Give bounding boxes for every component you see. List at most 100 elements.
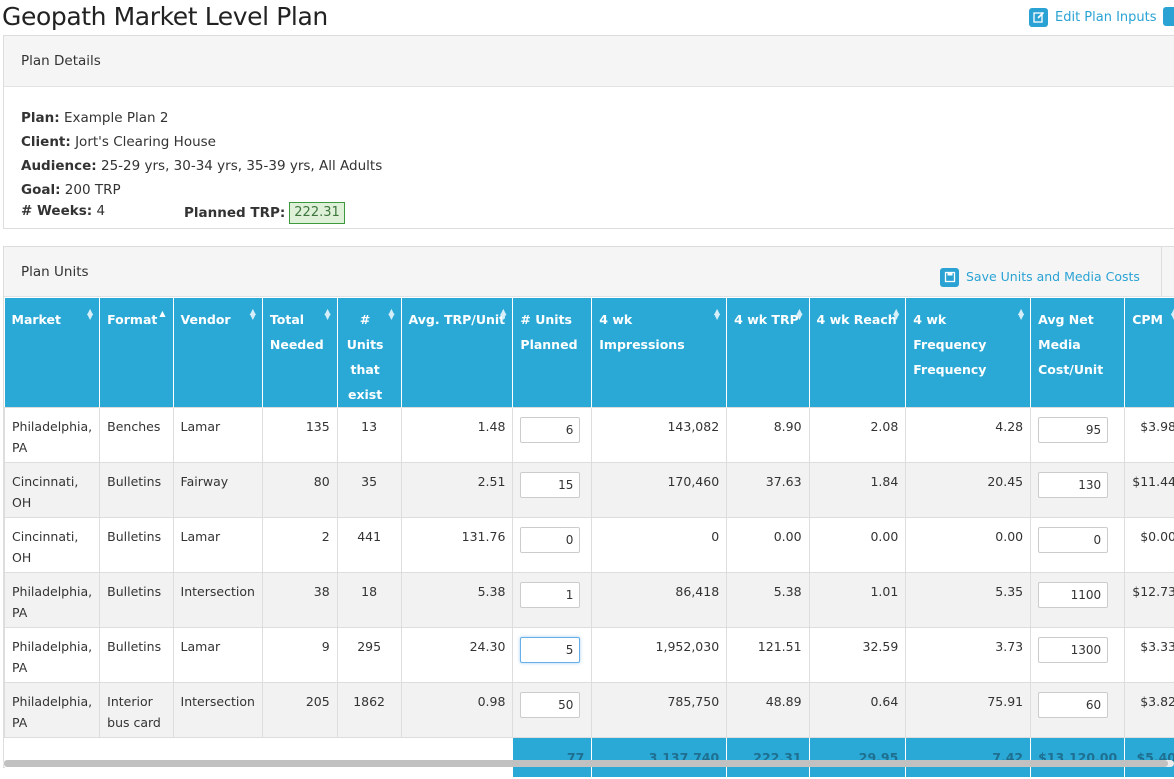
cell-units-planned	[512, 627, 593, 683]
cell-avg-trp: 131.76	[400, 517, 514, 573]
column-header-label: Total Needed	[269, 312, 324, 352]
media-cost-input[interactable]	[1038, 692, 1109, 718]
cell-frequency: 0.00	[905, 517, 1032, 573]
column-header[interactable]: 4 wk Frequency Frequency ▲ ▼	[905, 298, 1032, 408]
sort-icon[interactable]: ▲ ▼	[86, 307, 94, 321]
cell-reach: 1.01	[808, 572, 907, 628]
column-header[interactable]: 4 wk Reach ▲ ▼	[809, 298, 907, 408]
column-header-label: Vendor	[180, 312, 231, 327]
audience-line: Audience: 25-29 yrs, 30-34 yrs, 35-39 yr…	[21, 158, 383, 174]
column-header[interactable]: Vendor ▲ ▼	[173, 298, 263, 408]
cell-vendor: Lamar	[172, 627, 263, 683]
column-header-label: 4 wk TRP	[734, 312, 799, 327]
cell-market: Cincinnati, OH	[3, 462, 101, 518]
cell-units-exist: 441	[336, 517, 402, 573]
cell-impressions: 0	[591, 517, 728, 573]
client-value: Jort's Clearing House	[75, 134, 216, 150]
cell-reach: 0.00	[808, 517, 907, 573]
cell-total-needed: 9	[261, 627, 338, 683]
cell-trp: 121.51	[726, 627, 810, 683]
cell-avg-trp: 5.38	[400, 572, 514, 628]
media-cost-input[interactable]	[1038, 417, 1109, 443]
total-frequency: 7.42	[905, 737, 1032, 778]
edit-icon	[1029, 7, 1048, 27]
media-cost-input[interactable]	[1038, 637, 1109, 663]
sort-asc-icon[interactable]: ▲	[159, 309, 166, 318]
page-title: Geopath Market Level Plan	[2, 2, 328, 31]
cell-impressions: 785,750	[591, 682, 728, 738]
sort-icon[interactable]: ▲ ▼	[1017, 307, 1025, 321]
column-header-label: CPM	[1132, 312, 1163, 327]
horizontal-scrollbar[interactable]	[3, 760, 1174, 767]
units-planned-input[interactable]	[520, 637, 581, 663]
column-header[interactable]: Avg. TRP/Unit ▲ ▼	[401, 298, 514, 408]
cell-frequency: 5.35	[905, 572, 1032, 628]
column-header[interactable]: 4 wk TRP ▲ ▼	[726, 298, 810, 408]
cell-impressions: 143,082	[591, 407, 728, 463]
cell-units-planned	[512, 682, 593, 738]
plan-details-panel: Plan Details Plan: Example Plan 2 Client…	[3, 35, 1174, 229]
cell-format: Bulletins	[99, 572, 174, 628]
cell-market: Philadelphia, PA	[3, 572, 101, 628]
export-icon[interactable]	[1163, 7, 1174, 26]
column-header[interactable]: Format ▲	[99, 298, 174, 408]
cell-cost	[1030, 407, 1126, 463]
sort-icon[interactable]: ▲ ▼	[324, 307, 331, 321]
media-cost-input[interactable]	[1038, 582, 1109, 608]
units-planned-input[interactable]	[520, 417, 581, 443]
units-planned-input[interactable]	[520, 582, 581, 608]
cell-cpm: $3.82	[1124, 682, 1174, 738]
sort-icon[interactable]: ▲ ▼	[388, 307, 395, 321]
sort-icon[interactable]: ▲ ▼	[893, 307, 900, 321]
cell-total-needed: 2	[261, 517, 338, 573]
column-header[interactable]: CPM ▲ ▼	[1124, 298, 1174, 408]
scrollbar-thumb[interactable]	[4, 760, 1168, 767]
column-header: Avg Net Media Cost/Unit	[1030, 298, 1126, 408]
cell-total-needed: 38	[261, 572, 338, 628]
units-planned-input[interactable]	[520, 527, 581, 553]
column-header[interactable]: # Units that exist ▲ ▼	[337, 298, 402, 408]
cell-cost	[1030, 462, 1126, 518]
cell-trp: 8.90	[726, 407, 810, 463]
media-cost-input[interactable]	[1038, 527, 1109, 553]
weeks-value: 4	[96, 203, 106, 219]
sort-icon[interactable]: ▲ ▼	[714, 307, 721, 321]
cell-frequency: 20.45	[905, 462, 1032, 518]
total-cost: $13,120.00	[1030, 737, 1126, 778]
column-header-label: Avg Net Media Cost/Unit	[1038, 312, 1104, 377]
column-header[interactable]: 4 wk Impressions ▲ ▼	[591, 298, 728, 408]
column-header-label: # Units that exist	[346, 312, 384, 402]
media-cost-input[interactable]	[1038, 472, 1109, 498]
column-header[interactable]: Market ▲ ▼	[4, 298, 101, 408]
plan-units-table: Market ▲ ▼ Format ▲ Vendor ▲ ▼ Total Needed ▲ ▼…	[3, 298, 1174, 778]
cell-cpm: $3.33	[1124, 627, 1174, 683]
cell-impressions: 1,952,030	[591, 627, 728, 683]
cell-units-exist: 35	[336, 462, 402, 518]
cell-vendor: Intersection	[172, 572, 263, 628]
cell-avg-trp: 24.30	[400, 627, 514, 683]
cell-cost	[1030, 572, 1126, 628]
save-units-label: Save Units and Media Costs	[966, 269, 1140, 284]
cell-units-exist: 18	[336, 572, 402, 628]
cell-market: Cincinnati, OH	[3, 517, 101, 573]
cell-total-needed: 135	[261, 407, 338, 463]
cell-frequency: 3.73	[905, 627, 1032, 683]
edit-plan-inputs-button[interactable]: Edit Plan Inputs	[1029, 7, 1157, 27]
cell-avg-trp: 0.98	[400, 682, 514, 738]
cell-format: Bulletins	[99, 462, 174, 518]
column-header[interactable]: Total Needed ▲ ▼	[262, 298, 338, 408]
sort-icon[interactable]: ▲ ▼	[249, 307, 256, 321]
units-planned-input[interactable]	[520, 692, 581, 718]
cell-cpm: $3.98	[1124, 407, 1174, 463]
cell-cost	[1030, 627, 1126, 683]
sort-icon[interactable]: ▲ ▼	[1170, 307, 1174, 321]
cell-cost	[1030, 682, 1126, 738]
sort-icon[interactable]: ▲ ▼	[796, 307, 803, 321]
sort-icon[interactable]: ▲ ▼	[500, 307, 507, 321]
totals-spacer	[4, 737, 513, 778]
cell-frequency: 4.28	[905, 407, 1032, 463]
save-units-button[interactable]: Save Units and Media Costs	[940, 267, 1140, 287]
units-planned-input[interactable]	[520, 472, 581, 498]
cell-units-planned	[512, 407, 593, 463]
cell-market: Philadelphia, PA	[3, 407, 101, 463]
